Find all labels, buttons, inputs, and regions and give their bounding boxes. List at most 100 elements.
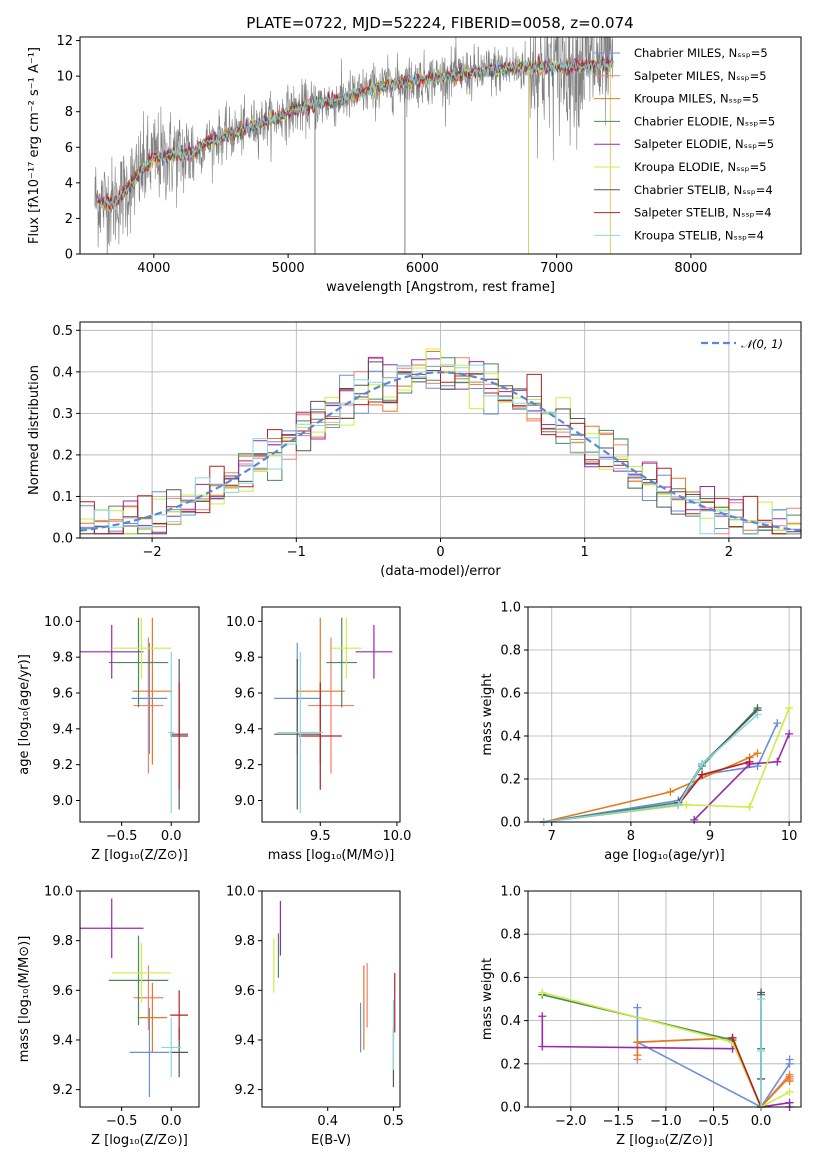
y-tick-label: 0.8	[500, 644, 521, 659]
weight-marker	[682, 800, 691, 809]
legend-label: Salpeter STELIB, Nₛₛₚ=4	[634, 206, 772, 220]
x-tick-label: −1.5	[603, 1114, 635, 1129]
y-tick-label: 0.1	[52, 490, 73, 505]
y-tick-label: 0.2	[500, 773, 521, 788]
x-axis-label: (data-model)/error	[380, 564, 501, 579]
x-tick-label: −0.5	[698, 1114, 730, 1129]
weight-marker	[633, 1038, 642, 1047]
legend-label: Salpeter MILES, Nₛₛₚ=5	[634, 69, 767, 83]
spectrum-traces	[94, 37, 614, 254]
weight-marker	[785, 1077, 794, 1086]
weight-series-line	[543, 713, 759, 823]
y-tick-label: 10.0	[44, 885, 73, 900]
weight-series-line	[543, 752, 758, 823]
x-tick-label: 5000	[272, 261, 305, 276]
y-tick-label: 0.2	[52, 448, 73, 463]
residuals-plot: −2 −1 0 1 2 0.0 0.1 0.2 0.3 0.4 0.5 (data-model)/er…	[27, 321, 802, 579]
weight-marker	[785, 1055, 794, 1064]
axes-frame	[261, 606, 401, 823]
y-tick-label: 9.4	[52, 1033, 73, 1048]
weight-marker	[538, 1042, 547, 1051]
x-axis-label: Z [log₁₀(Z/Z⊙)]	[91, 848, 188, 863]
legend-label: 𝒩(0, 1)	[741, 337, 783, 351]
weight-marker	[666, 787, 675, 796]
y-tick-label: 10.0	[226, 885, 255, 900]
axes-frame	[79, 321, 802, 539]
weight-marker	[785, 729, 794, 738]
y-axis-label: Flux [fλ10⁻¹⁷ erg cm⁻² s⁻¹ A⁻¹]	[27, 47, 42, 244]
y-axis-label: age [log₁₀(age/yr)]	[17, 654, 32, 775]
model-spectrum	[97, 58, 614, 213]
mass-weight-vs-Z-plot: −2.0 −1.5 −1.0 −0.5 0.0 0.0 0.2 0.4 0.6 0.8 1.0 Z […	[480, 885, 802, 1148]
weight-marker	[538, 988, 547, 997]
y-tick-label: 9.4	[234, 1033, 255, 1048]
histogram-series	[80, 364, 801, 535]
age-vs-Z-plot: −0.5 0.0 9.0 9.2 9.4 9.6 9.8 10.0 Z [log₁₀(Z/Z⊙)…	[17, 606, 200, 863]
weight-series-line	[693, 733, 790, 821]
y-tick-label: 0.6	[500, 687, 521, 702]
axes-frame	[527, 606, 802, 823]
x-tick-label: 9	[706, 829, 714, 844]
y-tick-label: 0.6	[500, 971, 521, 986]
x-axis-label: Z [log₁₀(Z/Z⊙)]	[91, 1133, 188, 1148]
x-tick-label: −1.0	[650, 1114, 682, 1129]
x-tick-label: 10.0	[382, 829, 411, 844]
spectrum-plot: 4000 5000 6000 7000 8000 0 2 4 6 8 10 12 wavelength …	[27, 34, 802, 295]
x-tick-label: −0.5	[106, 829, 138, 844]
y-tick-label: 9.0	[234, 794, 255, 809]
y-tick-label: 8	[65, 105, 73, 120]
mass-weight-vs-age-plot: 7 8 9 10 0.0 0.2 0.4 0.6 0.8 1.0 age [log₁₀(age/yr…	[480, 601, 802, 863]
y-tick-label: 9.6	[234, 984, 255, 999]
weight-marker	[633, 1003, 642, 1012]
age-vs-mass-plot: 9.5 10.0 9.0 9.2 9.4 9.6 9.8 10.0 mass [log₁₀(M/…	[226, 606, 411, 863]
y-tick-label: 9.8	[234, 934, 255, 949]
weight-marker	[773, 757, 782, 766]
x-tick-label: 2	[725, 545, 733, 560]
x-axis-label: E(B-V)	[311, 1133, 351, 1148]
y-axis-label: mass [log₁₀(M/M⊙)]	[17, 936, 32, 1063]
x-tick-label: 4000	[137, 261, 170, 276]
x-tick-label: 10	[781, 829, 798, 844]
weight-marker	[745, 802, 754, 811]
x-tick-label: 6000	[406, 261, 439, 276]
y-tick-label: 0.2	[500, 1057, 521, 1072]
y-tick-label: 9.8	[52, 934, 73, 949]
y-tick-label: 9.2	[234, 758, 255, 773]
weight-marker	[698, 759, 707, 768]
legend-label: Chabrier ELODIE, Nₛₛₚ=5	[634, 114, 775, 128]
y-tick-label: 9.8	[52, 651, 73, 666]
weight-marker	[698, 770, 707, 779]
y-tick-label: 0.3	[52, 407, 73, 422]
x-axis-label: mass [log₁₀(M/M⊙)]	[268, 848, 395, 863]
x-tick-label: 1	[581, 545, 589, 560]
y-tick-label: 2	[65, 212, 73, 227]
y-tick-label: 6	[65, 141, 73, 156]
normal-reference-curve	[79, 371, 802, 532]
x-axis-label: wavelength [Angstrom, rest frame]	[326, 280, 555, 295]
y-tick-label: 10.0	[44, 615, 73, 630]
x-tick-label: 0.5	[383, 1114, 404, 1129]
weight-series-line	[731, 1037, 762, 1108]
y-tick-label: 9.6	[52, 984, 73, 999]
y-axis-label: mass weight	[480, 958, 495, 1040]
weight-marker	[753, 710, 762, 719]
legend-label: Chabrier MILES, Nₛₛₚ=5	[634, 46, 768, 60]
weight-marker	[785, 1087, 794, 1096]
y-tick-label: 1.0	[500, 885, 521, 900]
weight-marker	[757, 1046, 766, 1055]
axes-frame	[79, 36, 802, 255]
x-axis-label: Z [log₁₀(Z/Z⊙)]	[616, 1133, 713, 1148]
y-tick-label: 9.2	[52, 758, 73, 773]
weight-marker	[538, 1012, 547, 1021]
weight-marker	[674, 800, 683, 809]
y-tick-label: 0.0	[500, 1101, 521, 1116]
y-tick-label: 0.8	[500, 928, 521, 943]
x-tick-label: 0	[436, 545, 444, 560]
y-axis-label: mass weight	[480, 673, 495, 755]
x-tick-label: 0.0	[161, 829, 182, 844]
x-axis-label: age [log₁₀(age/yr)]	[604, 848, 725, 863]
y-tick-label: 0.4	[500, 1014, 521, 1029]
axes-frame	[527, 890, 802, 1108]
legend-label: Salpeter ELODIE, Nₛₛₚ=5	[634, 137, 774, 151]
